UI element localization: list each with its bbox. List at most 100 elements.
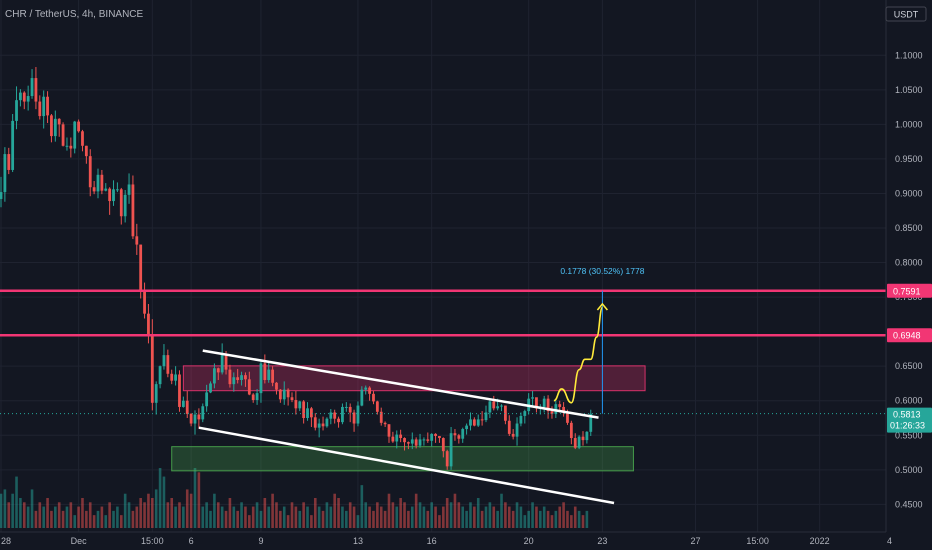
candle[interactable] xyxy=(476,414,480,427)
candle[interactable] xyxy=(430,433,434,447)
time-axis[interactable]: 28 Dec 15:00 6 9 13 16 20 23 27 15:00 2022 4 xyxy=(0,531,932,550)
candle[interactable] xyxy=(11,114,15,173)
candle[interactable] xyxy=(399,429,403,443)
candle[interactable] xyxy=(352,409,356,432)
candle[interactable] xyxy=(569,420,573,445)
candle[interactable] xyxy=(368,386,371,401)
candle[interactable] xyxy=(375,400,379,415)
candle[interactable] xyxy=(457,433,461,444)
drawings[interactable]: 0.1778 (30.52%) 1778 xyxy=(0,266,886,505)
candle[interactable] xyxy=(143,282,146,319)
candle[interactable] xyxy=(395,430,399,449)
candle[interactable] xyxy=(7,147,11,175)
candle[interactable] xyxy=(57,118,61,137)
candle[interactable] xyxy=(313,413,317,431)
candle[interactable] xyxy=(383,421,387,427)
candle[interactable] xyxy=(147,304,150,344)
candle[interactable] xyxy=(484,405,488,423)
candle[interactable] xyxy=(205,384,209,412)
candle[interactable] xyxy=(26,85,30,111)
candle[interactable] xyxy=(302,400,306,424)
candle[interactable] xyxy=(108,187,112,215)
candle[interactable] xyxy=(310,406,313,427)
level-price-badge[interactable]: 0.7591 xyxy=(887,283,932,298)
candle[interactable] xyxy=(42,90,46,129)
candle[interactable] xyxy=(201,403,205,423)
candle[interactable] xyxy=(282,381,286,405)
candle[interactable] xyxy=(407,441,410,450)
lower-trendline[interactable] xyxy=(198,426,615,505)
candle[interactable] xyxy=(298,400,302,412)
candle[interactable] xyxy=(154,381,158,415)
candle[interactable] xyxy=(341,403,344,425)
currency-selector[interactable]: USDT xyxy=(885,6,927,22)
candle[interactable] xyxy=(116,182,119,193)
candle[interactable] xyxy=(519,412,523,427)
candle[interactable] xyxy=(216,367,220,380)
candle[interactable] xyxy=(53,110,57,142)
candle[interactable] xyxy=(360,386,364,407)
candle[interactable] xyxy=(325,417,329,428)
candle[interactable] xyxy=(247,371,251,396)
candle[interactable] xyxy=(170,369,174,385)
candle[interactable] xyxy=(306,402,309,421)
candle[interactable] xyxy=(562,402,565,417)
candle[interactable] xyxy=(492,395,496,411)
candle[interactable] xyxy=(15,86,18,130)
candle[interactable] xyxy=(422,437,426,446)
candle[interactable] xyxy=(286,388,290,406)
support-zone[interactable] xyxy=(171,446,634,472)
candle[interactable] xyxy=(535,397,538,413)
projection-curve[interactable] xyxy=(553,306,604,404)
candle[interactable] xyxy=(38,95,42,120)
candle[interactable] xyxy=(232,372,236,392)
candle[interactable] xyxy=(434,433,437,443)
candle[interactable] xyxy=(209,381,212,394)
candle[interactable] xyxy=(119,187,123,225)
candle[interactable] xyxy=(461,427,465,443)
candle[interactable] xyxy=(480,411,484,426)
candle[interactable] xyxy=(348,403,352,423)
candle[interactable] xyxy=(504,405,507,425)
candle[interactable] xyxy=(166,349,170,378)
candle[interactable] xyxy=(259,361,263,403)
candle[interactable] xyxy=(61,122,65,147)
candle[interactable] xyxy=(181,396,185,408)
candle[interactable] xyxy=(321,416,325,431)
candle[interactable] xyxy=(511,429,515,440)
candle[interactable] xyxy=(139,244,143,299)
price-axis[interactable]: 1.1000 1.0500 1.0000 0.9500 0.9000 0.8500 0.80… xyxy=(885,0,932,550)
candle[interactable] xyxy=(290,392,294,403)
candle[interactable] xyxy=(178,370,181,412)
candle[interactable] xyxy=(96,168,100,199)
candle[interactable] xyxy=(193,410,197,435)
candle[interactable] xyxy=(0,176,3,208)
candle[interactable] xyxy=(531,391,534,406)
candle[interactable] xyxy=(581,431,585,446)
candle[interactable] xyxy=(546,395,550,419)
candle[interactable] xyxy=(379,407,383,426)
candle[interactable] xyxy=(387,424,391,443)
candle[interactable] xyxy=(135,223,139,255)
candle[interactable] xyxy=(255,388,259,405)
candle[interactable] xyxy=(189,413,193,427)
candle[interactable] xyxy=(100,169,104,195)
candle[interactable] xyxy=(403,437,406,451)
candle[interactable] xyxy=(220,343,224,375)
candle[interactable] xyxy=(267,362,271,383)
candle[interactable] xyxy=(469,412,472,431)
candle[interactable] xyxy=(158,365,162,389)
candle[interactable] xyxy=(92,181,96,195)
candle[interactable] xyxy=(585,431,589,444)
candle[interactable] xyxy=(73,120,77,154)
candle[interactable] xyxy=(278,388,282,403)
candle[interactable] xyxy=(515,417,519,446)
candle[interactable] xyxy=(445,449,449,470)
candle[interactable] xyxy=(573,433,577,450)
candle[interactable] xyxy=(577,435,581,450)
candle[interactable] xyxy=(337,416,340,428)
candle[interactable] xyxy=(46,91,49,123)
candle[interactable] xyxy=(418,433,422,448)
